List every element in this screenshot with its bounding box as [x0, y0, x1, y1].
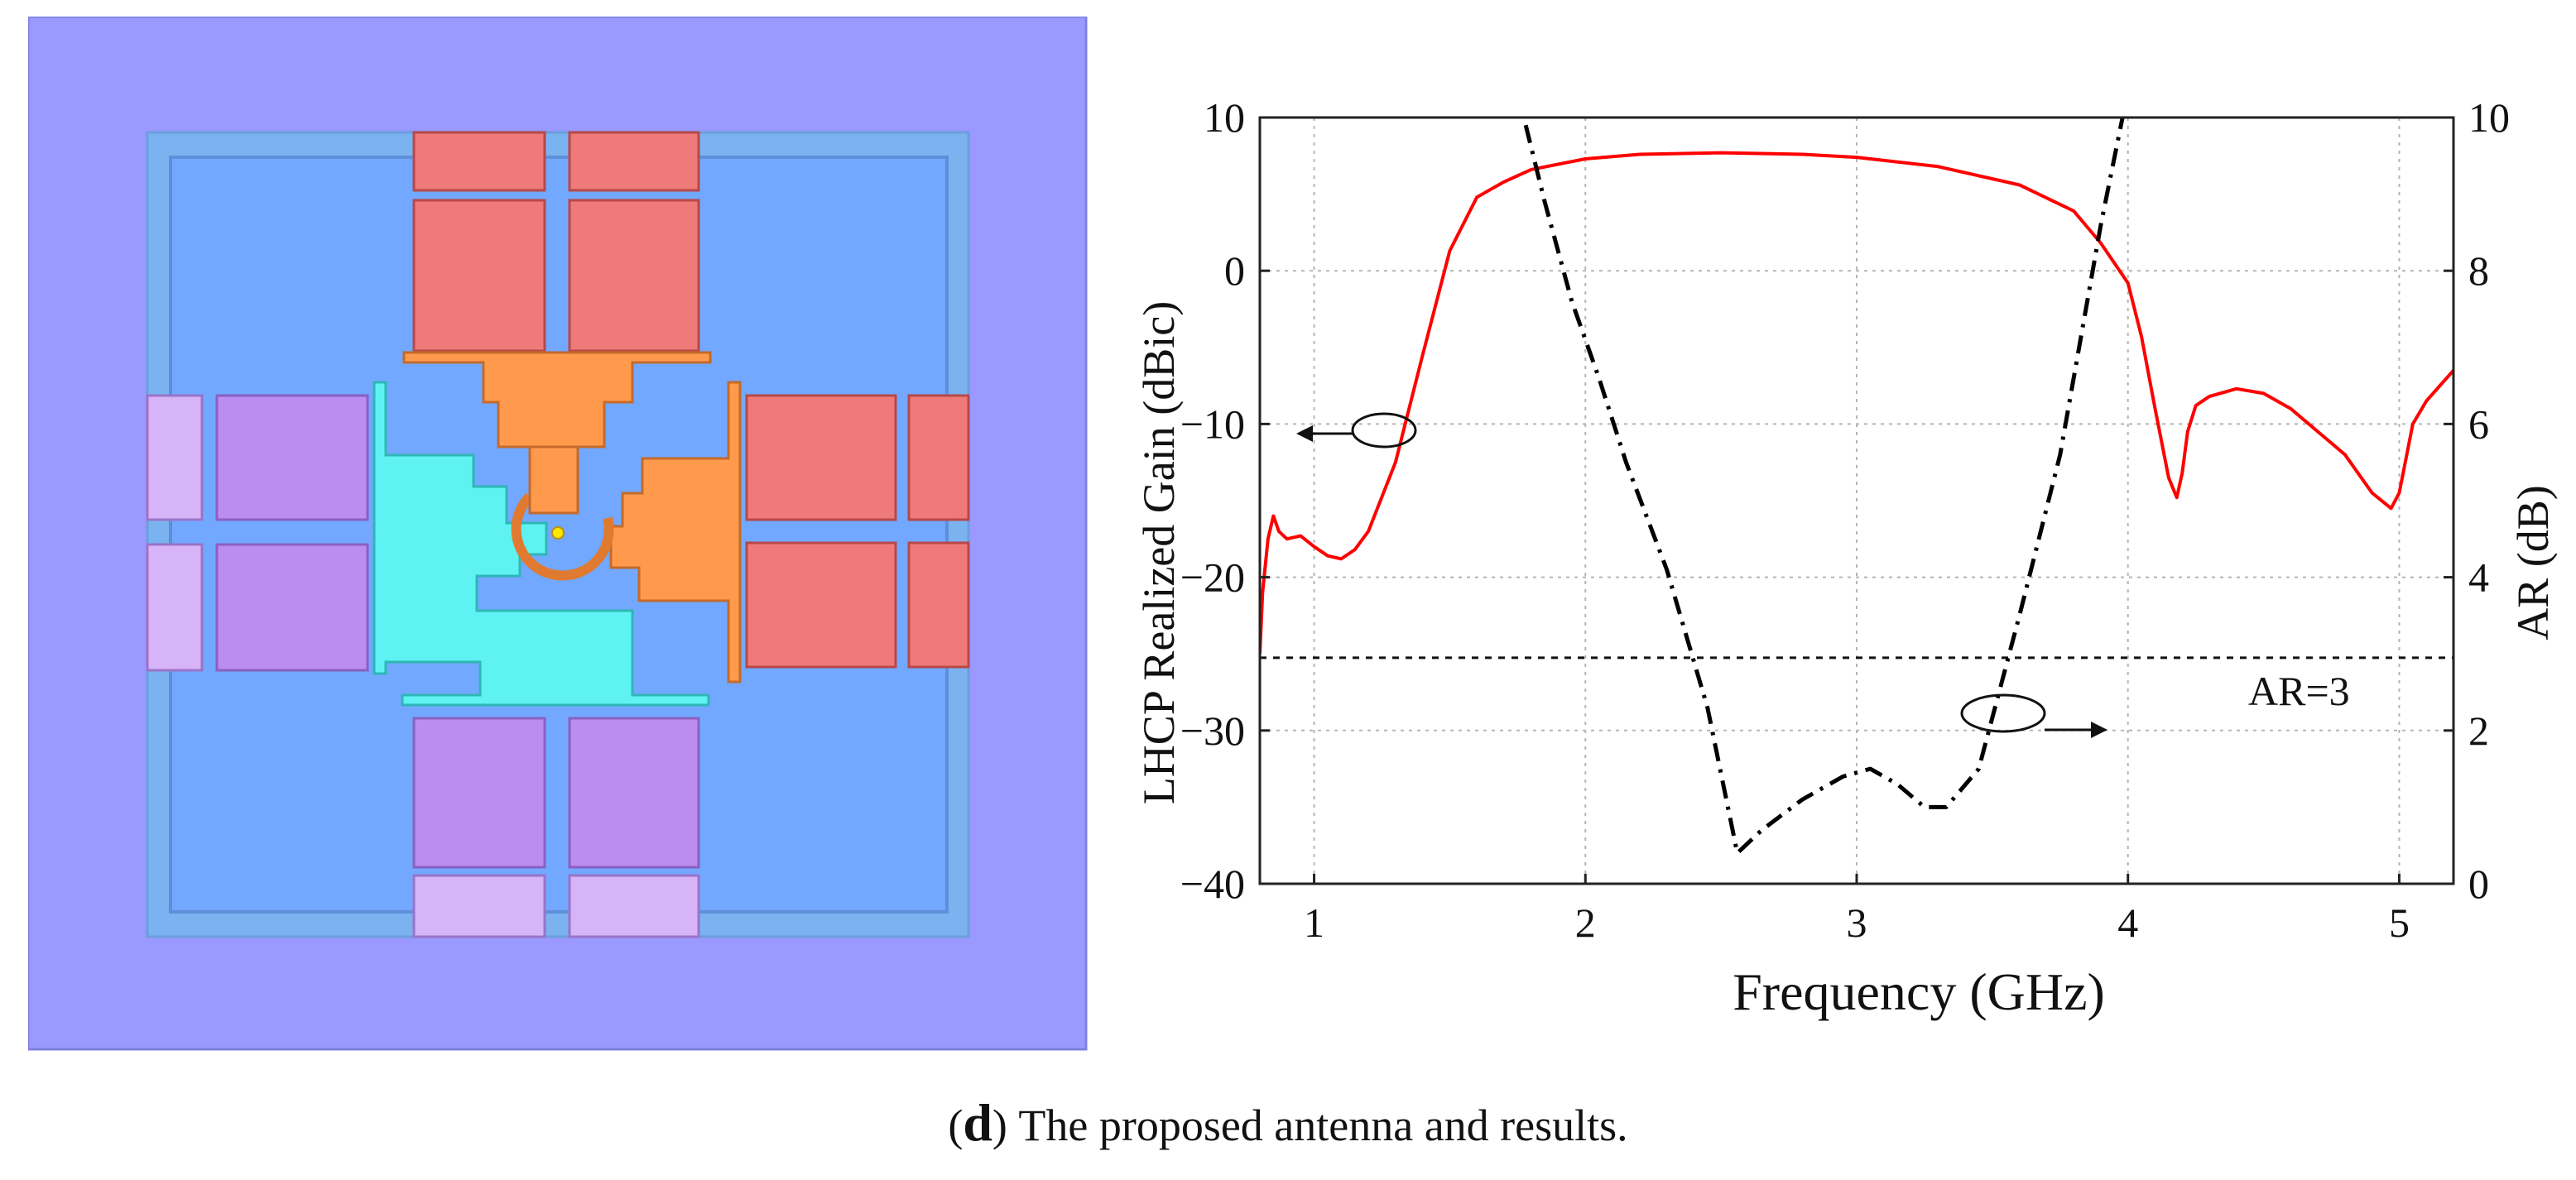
y-axis-label-right: AR (dB)	[2508, 485, 2558, 640]
y-left-tick-label: −10	[1180, 401, 1245, 447]
gain-ellipse-marker	[1351, 412, 1417, 448]
y-left-tick-label: −20	[1180, 554, 1245, 601]
caption-open-paren: (	[948, 1101, 964, 1150]
x-axis-label: Frequency (GHz)	[1733, 962, 2105, 1021]
parasitic-patch-top	[412, 199, 546, 353]
parasitic-patch-right	[745, 541, 897, 669]
y-left-tick-label: 0	[1224, 247, 1245, 294]
feed-stub	[528, 445, 579, 515]
feed-ring	[511, 492, 614, 581]
caption-label: d	[963, 1093, 992, 1152]
orange-radiator-arm	[609, 381, 742, 684]
parasitic-patch-left	[146, 394, 204, 521]
feed-point	[551, 526, 565, 540]
gain-axis-pointer	[1296, 412, 1417, 448]
y-right-tick-label: 6	[2468, 401, 2489, 447]
parasitic-patch-bottom	[412, 874, 546, 938]
parasitic-patch-right	[745, 394, 897, 521]
parasitic-patch-left	[215, 543, 369, 672]
ar-curve	[1523, 118, 2125, 856]
ar-reference-label: AR=3	[2248, 668, 2350, 714]
y-right-tick-label: 8	[2468, 247, 2489, 294]
y-right-tick-label: 10	[2468, 94, 2510, 141]
x-tick-label: 5	[2389, 899, 2410, 946]
antenna-layout	[28, 17, 1088, 1051]
parasitic-patch-left	[146, 543, 204, 672]
caption-text: The proposed antenna and results.	[1018, 1101, 1628, 1150]
y-left-tick-label: 10	[1204, 94, 1245, 141]
ar-ellipse-marker	[1960, 693, 2046, 733]
plot-grid	[1260, 117, 2453, 885]
y-right-tick-label: 2	[2468, 708, 2489, 754]
axis-ticks: 1 2 3 4 5 10 0 −10 −20 −30 −40 10 8 6 4 2 0	[1180, 94, 2510, 946]
gain-curve	[1260, 151, 2453, 655]
parasitic-patch-bottom	[412, 717, 546, 869]
parasitic-patch-top	[412, 131, 546, 192]
cyan-radiator-arm	[372, 381, 710, 707]
parasitic-patch-bottom	[568, 874, 700, 938]
parasitic-patch-left	[215, 394, 369, 521]
x-tick-label: 4	[2117, 899, 2138, 946]
x-tick-label: 1	[1304, 899, 1324, 946]
x-tick-label: 2	[1575, 899, 1596, 946]
figure-caption: (d) The proposed antenna and results.	[0, 1092, 2576, 1154]
parasitic-patch-right	[907, 394, 970, 521]
parasitic-patch-top	[568, 131, 700, 192]
parasitic-patch-top	[568, 199, 700, 353]
y-right-tick-label: 0	[2468, 861, 2489, 907]
parasitic-patch-right	[907, 541, 970, 669]
ar-axis-pointer	[1960, 693, 2107, 738]
y-left-tick-label: −40	[1180, 861, 1245, 907]
parasitic-patch-bottom	[568, 717, 700, 869]
y-axis-label-left: LHCP Realized Gain (dBic)	[1134, 301, 1184, 804]
results-plot: 1 2 3 4 5 10 0 −10 −20 −30 −40 10 8 6 4 2 0 Frequency (G…	[1134, 94, 2558, 1021]
y-left-tick-label: −30	[1180, 708, 1245, 754]
plot-curves	[1260, 118, 2453, 856]
gain-pointer-arrowhead	[1296, 425, 1313, 442]
x-tick-label: 3	[1847, 899, 1867, 946]
caption-close-paren: )	[992, 1101, 1007, 1150]
ar-pointer-arrowhead	[2091, 722, 2107, 738]
y-right-tick-label: 4	[2468, 554, 2489, 601]
